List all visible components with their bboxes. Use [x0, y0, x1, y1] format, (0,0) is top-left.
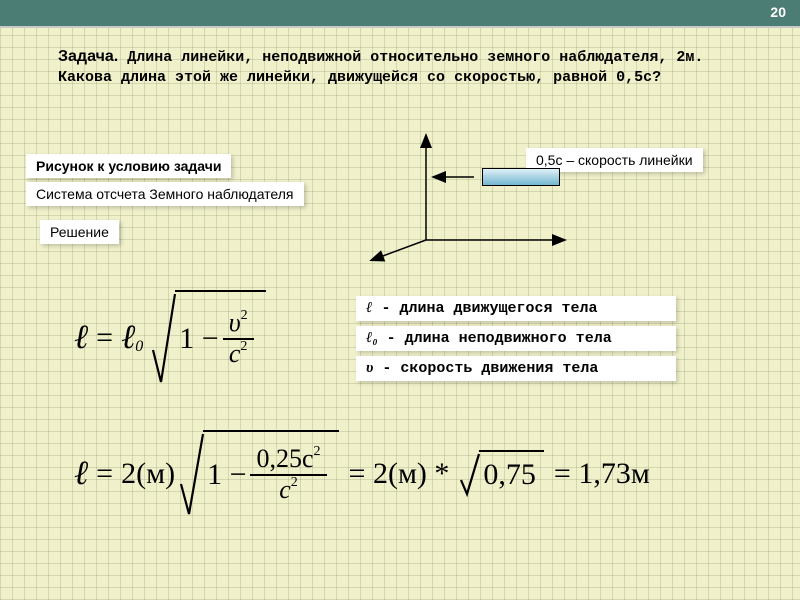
f1-one-minus: 1 −	[179, 322, 218, 356]
reference-frame-text: Система отсчета Земного наблюдателя	[36, 186, 294, 202]
legend-l0-rest: ℓ₀ - длина неподвижного тела	[356, 326, 676, 351]
f2-mid: = 2(м) *	[349, 457, 450, 491]
topbar-underline	[0, 26, 800, 28]
f2-den: c	[279, 475, 291, 504]
f1-num: υ	[229, 308, 241, 337]
solution-label: Решение	[50, 224, 109, 240]
f2-one-minus: 1 −	[207, 458, 246, 492]
problem-statement: Задача. Длина линейки, неподвижной относ…	[58, 46, 758, 89]
figure-caption: Рисунок к условию задачи	[36, 158, 221, 174]
f1-l0: ℓ	[121, 319, 135, 357]
legend-text-v: - скорость движения тела	[382, 360, 598, 377]
f2-root2: 0,75	[483, 458, 536, 492]
equals-sign-2: =	[96, 457, 113, 491]
sqrt1-symbol	[151, 290, 177, 386]
formula-length-contraction: ℓ = ℓ 0 1 − υ2	[74, 290, 266, 386]
f2-lhs: ℓ	[74, 455, 88, 493]
legend-v-speed: υ - скорость движения тела	[356, 356, 676, 381]
f2-den-sup: 2	[291, 475, 298, 490]
f2-result: = 1,73м	[554, 457, 650, 491]
f2-num: 0,25c	[256, 444, 313, 473]
equals-sign: =	[96, 321, 113, 355]
f1-den-sup: 2	[240, 339, 247, 354]
f1-l0-sub: 0	[135, 338, 143, 356]
f1-lhs: ℓ	[74, 319, 88, 357]
ruler-rectangle	[482, 168, 560, 186]
legend-var-l0: ℓ₀	[366, 330, 378, 346]
solution-box: Решение	[40, 220, 119, 244]
legend-var-l: ℓ	[366, 300, 372, 316]
slide-number: 20	[770, 4, 786, 20]
f1-den: c	[229, 339, 241, 368]
problem-text: Длина линейки, неподвижной относительно …	[58, 49, 703, 86]
reference-frame-diagram	[364, 132, 574, 262]
axes-svg	[364, 132, 574, 262]
formula-numeric: ℓ = 2(м) 1 − 0,25c2	[74, 430, 650, 518]
legend-text-l0: - длина неподвижного тела	[387, 330, 612, 347]
slide-topbar	[0, 0, 800, 26]
legend-var-v: υ	[366, 360, 373, 376]
legend-text-l: - длина движущегося тела	[381, 300, 597, 317]
legend-l-moving: ℓ - длина движущегося тела	[356, 296, 676, 321]
figure-caption-box: Рисунок к условию задачи	[26, 154, 231, 178]
reference-frame-box: Система отсчета Земного наблюдателя	[26, 182, 304, 206]
f2-coeff: 2(м)	[121, 457, 175, 491]
f2-num-sup: 2	[314, 444, 321, 459]
problem-lead: Задача.	[58, 48, 118, 65]
sqrt2-symbol	[179, 430, 205, 518]
sqrt3-symbol	[459, 450, 481, 498]
f1-num-sup: 2	[241, 308, 248, 323]
